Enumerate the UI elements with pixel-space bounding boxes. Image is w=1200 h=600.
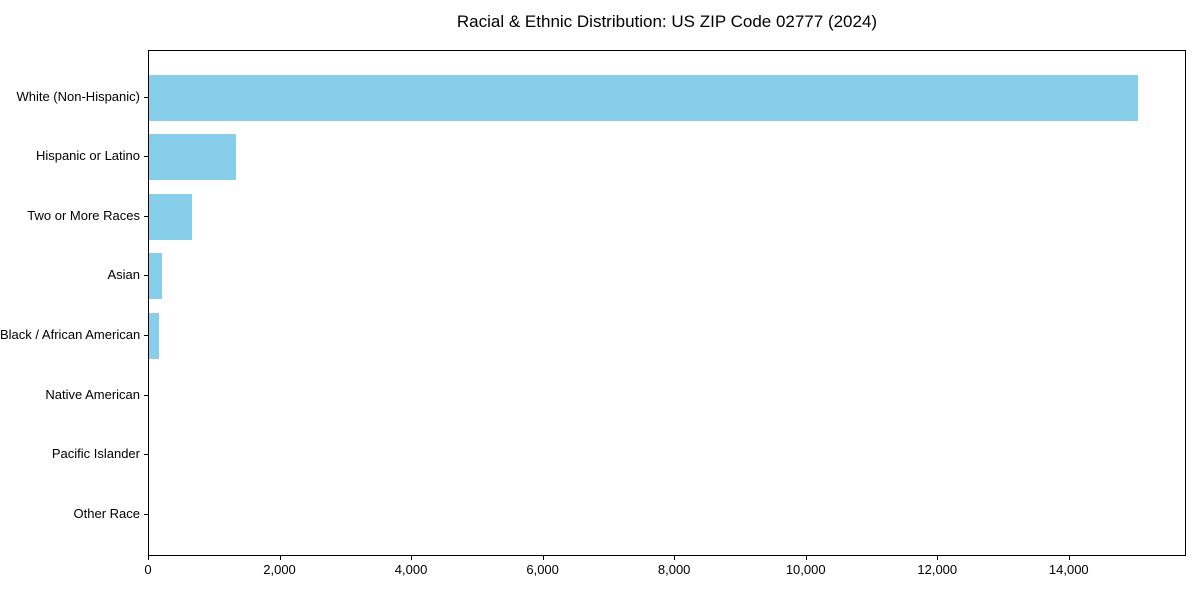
bar-white-non-hispanic: [149, 74, 1138, 121]
x-tick-label: 8,000: [657, 562, 691, 577]
x-tick: [542, 556, 544, 560]
bar-two-or-more-races: [149, 193, 193, 240]
x-tick: [279, 556, 281, 560]
x-tick-label: 6,000: [526, 562, 559, 577]
x-tick: [1068, 556, 1070, 560]
y-tick-label: Pacific Islander: [51, 446, 140, 462]
y-tick: [144, 156, 148, 158]
x-tick: [411, 556, 413, 560]
y-tick-label: Other Race: [73, 506, 140, 522]
y-tick: [144, 215, 148, 217]
bar-hispanic-or-latino: [149, 134, 237, 181]
x-tick: [937, 556, 939, 560]
bar-asian: [149, 253, 162, 300]
x-tick-label: 2,000: [263, 562, 296, 577]
y-tick: [144, 454, 148, 456]
y-tick-label: White (Non-Hispanic): [16, 88, 140, 104]
y-tick-label: Hispanic or Latino: [35, 148, 140, 164]
x-tick-label: 4,000: [394, 562, 428, 577]
y-tick: [144, 96, 148, 98]
x-tick-label: 12,000: [917, 562, 958, 577]
x-tick-label: 0: [144, 562, 152, 577]
bar-black-african-american: [149, 313, 159, 360]
y-tick-label: Two or More Races: [27, 207, 140, 223]
y-tick: [144, 335, 148, 337]
x-tick: [674, 556, 676, 560]
y-tick-label: Native American: [45, 386, 140, 402]
chart-title: Racial & Ethnic Distribution: US ZIP Cod…: [456, 12, 878, 31]
plot-area: [148, 50, 1186, 556]
y-tick-label: Black / African American: [0, 327, 141, 343]
x-tick: [805, 556, 807, 560]
x-tick-label: 10,000: [785, 562, 826, 577]
y-tick: [144, 514, 148, 516]
y-tick: [144, 394, 148, 396]
y-tick: [144, 275, 148, 277]
y-tick-label: Asian: [107, 267, 140, 283]
x-tick-label: 14,000: [1048, 562, 1089, 577]
x-tick: [148, 556, 149, 560]
